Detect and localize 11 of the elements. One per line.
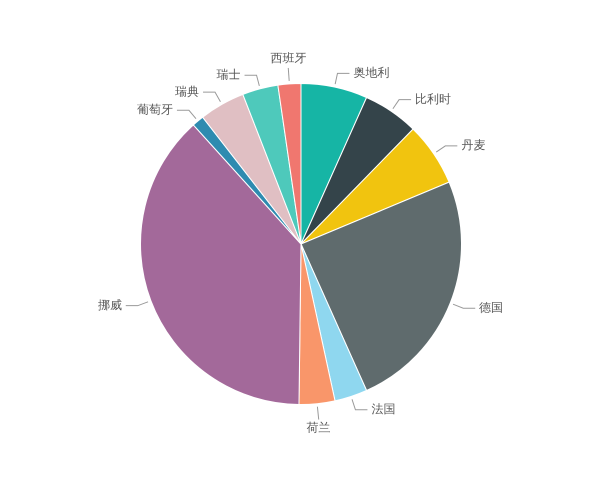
slice-label: 比利时 bbox=[415, 92, 452, 106]
slice-label: 瑞士 bbox=[216, 67, 241, 82]
slice-label: 瑞典 bbox=[175, 84, 200, 98]
slice-label: 奥地利 bbox=[353, 65, 390, 80]
slice-label: 葡萄牙 bbox=[136, 102, 173, 116]
slice-label: 荷兰 bbox=[306, 420, 331, 435]
slice-label: 挪威 bbox=[98, 298, 122, 312]
slice-label: 西班牙 bbox=[270, 51, 306, 66]
slice-label: 法国 bbox=[371, 402, 396, 416]
slice-label: 丹麦 bbox=[461, 138, 486, 152]
slice-label: 德国 bbox=[479, 300, 504, 314]
